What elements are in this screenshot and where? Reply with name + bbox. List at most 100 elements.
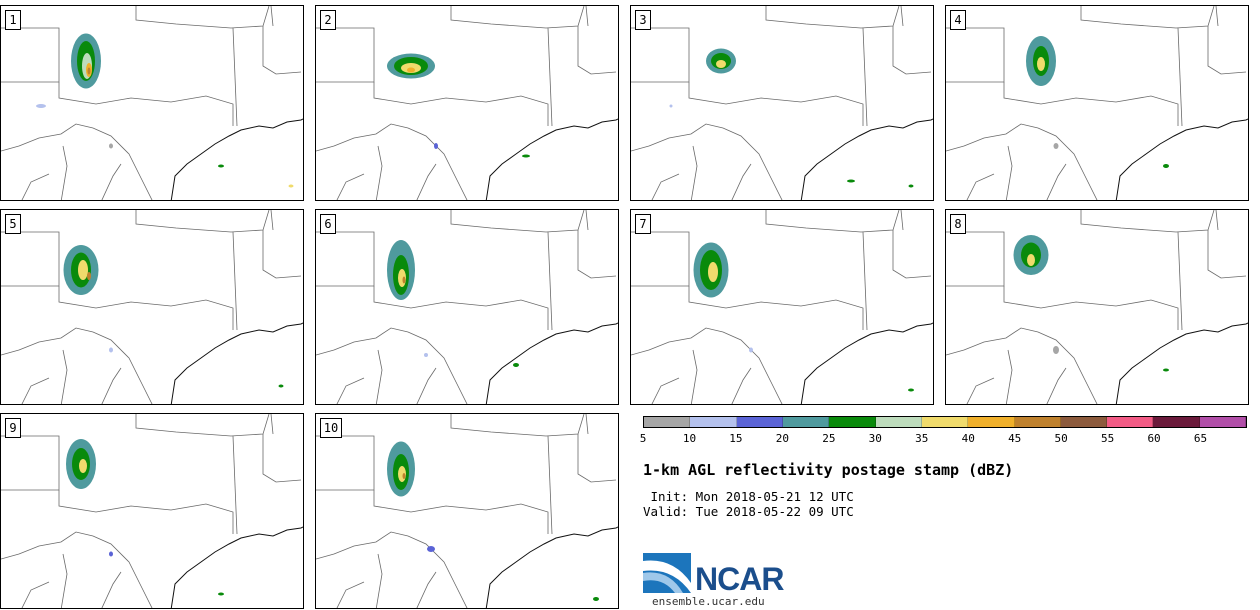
colorbar-tick-label: 40 (961, 432, 975, 445)
state-border (1207, 26, 1247, 75)
reflectivity-area (1163, 368, 1169, 372)
state-border (946, 327, 1098, 404)
map-3 (631, 6, 933, 200)
reflectivity-area (278, 384, 284, 388)
state-border (135, 6, 270, 29)
state-border (316, 531, 468, 608)
reflectivity-area (1037, 57, 1045, 71)
reflectivity-area (513, 363, 519, 367)
ncar-logo-icon (643, 553, 691, 593)
state-border (316, 327, 468, 404)
reflectivity-area (407, 67, 415, 73)
state-border (262, 434, 302, 483)
reflectivity-area (708, 262, 718, 282)
state-border (262, 230, 302, 279)
state-border (336, 581, 365, 608)
reflectivity-area (109, 551, 113, 557)
state-border (631, 327, 783, 404)
state-border (316, 27, 375, 83)
map-4 (946, 6, 1248, 200)
map-2 (316, 6, 618, 200)
reflectivity-area (716, 60, 726, 68)
state-border (862, 27, 868, 127)
state-border (946, 123, 1098, 200)
member-panel-8: 8 (945, 209, 1249, 405)
state-border (232, 435, 238, 535)
state-border (135, 414, 270, 437)
coastline (800, 118, 933, 200)
reflectivity-area (109, 143, 113, 149)
colorbar-tick-label: 55 (1100, 432, 1115, 445)
state-border (731, 163, 752, 200)
state-border (101, 163, 122, 200)
reflectivity-area (87, 67, 91, 75)
colorbar-segment (921, 417, 969, 427)
map-7 (631, 210, 933, 404)
state-border (21, 377, 50, 404)
map-10 (316, 414, 618, 608)
member-label: 10 (320, 418, 342, 438)
colorbar-segment (1060, 417, 1108, 427)
reflectivity-area (669, 104, 673, 108)
state-border (21, 173, 50, 200)
valid-time: Valid: Tue 2018-05-22 09 UTC (643, 504, 854, 519)
state-border (731, 367, 752, 404)
state-border (547, 231, 553, 331)
state-border (688, 286, 864, 330)
member-panel-6: 6 (315, 209, 619, 405)
member-panel-1: 1 (0, 5, 304, 201)
state-border (60, 349, 68, 404)
state-border (946, 27, 1005, 83)
state-border (336, 377, 365, 404)
member-label: 4 (950, 10, 966, 30)
state-border (651, 173, 680, 200)
state-border (416, 163, 437, 200)
state-border (1, 327, 153, 404)
reflectivity-area (1163, 164, 1169, 168)
state-border (577, 230, 617, 279)
reflectivity-area (87, 272, 91, 280)
map-6 (316, 210, 618, 404)
reflectivity-area (79, 459, 87, 473)
reflectivity-area (522, 154, 530, 158)
state-border (892, 230, 932, 279)
state-border (58, 286, 234, 330)
state-border (966, 377, 995, 404)
colorbar-tick-label: 65 (1193, 432, 1208, 445)
state-border (1, 531, 153, 608)
state-border (900, 6, 904, 27)
coastline (170, 322, 303, 404)
map-5 (1, 210, 303, 404)
state-border (316, 231, 375, 287)
map-1 (1, 6, 303, 200)
state-border (585, 414, 589, 435)
state-border (688, 82, 864, 126)
state-border (651, 377, 680, 404)
reflectivity-area (908, 388, 914, 392)
member-panel-9: 9 (0, 413, 304, 609)
state-border (577, 26, 617, 75)
state-border (135, 210, 270, 233)
state-border (58, 82, 234, 126)
state-border (966, 173, 995, 200)
state-border (373, 82, 549, 126)
reflectivity-area (36, 104, 46, 108)
state-border (1080, 6, 1215, 29)
colorbar-ticks: 5 10 15 20 25 30 35 40 45 50 55 60 65 (640, 432, 1247, 448)
colorbar-tick-label: 20 (775, 432, 789, 445)
state-border (892, 26, 932, 75)
map-9 (1, 414, 303, 608)
state-border (547, 435, 553, 535)
state-border (690, 145, 698, 200)
state-border (1046, 367, 1067, 404)
state-border (450, 6, 585, 29)
member-panel-10: 10 (315, 413, 619, 609)
coastline (485, 322, 618, 404)
state-border (101, 367, 122, 404)
member-label: 5 (5, 214, 21, 234)
state-border (765, 210, 900, 233)
state-border (1177, 27, 1183, 127)
state-border (1, 231, 60, 287)
member-label: 6 (320, 214, 336, 234)
reflectivity-area (1027, 254, 1035, 266)
